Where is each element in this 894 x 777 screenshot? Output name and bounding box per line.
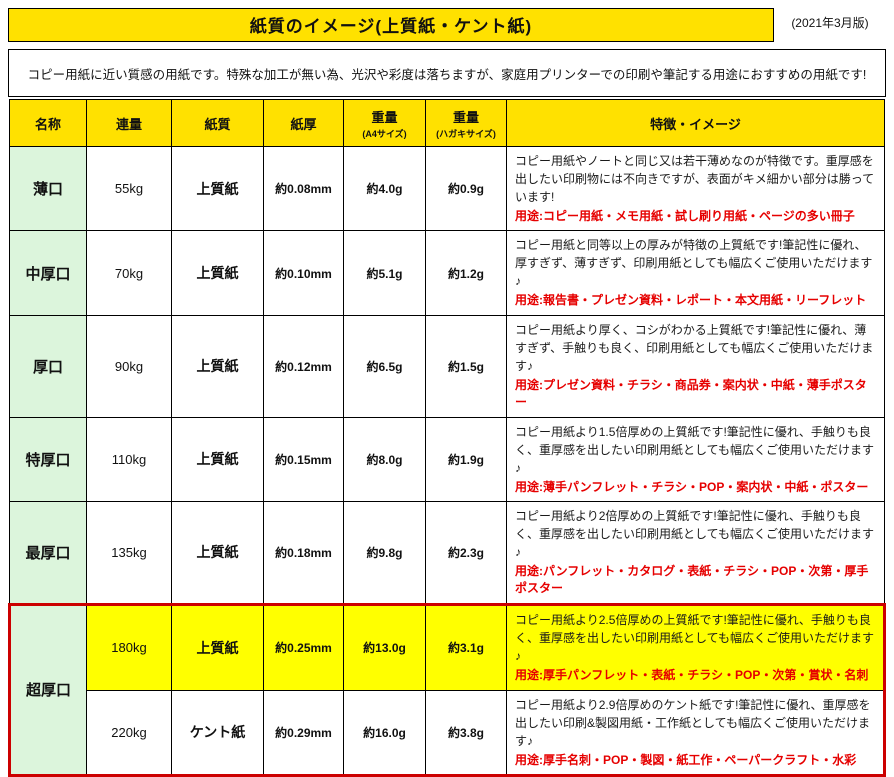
feature-text: コピー用紙と同等以上の厚みが特徴の上質紙です!筆記性に優れ、厚すぎず、薄すぎず、… — [515, 238, 873, 289]
feature-text: コピー用紙より厚く、コシがわかる上質紙です!筆記性に優れ、薄すぎず、手触りも良く… — [515, 322, 874, 373]
top-row: 紙質のイメージ(上質紙・ケント紙) (2021年3月版) — [8, 8, 886, 42]
usage-text: 用途:厚手名刺・POP・製図・紙工作・ペーパークラフト・水彩 — [515, 752, 857, 767]
table-row: 厚口 90kg 上質紙 約0.12mm 約6.5g 約1.5g コピー用紙より厚… — [9, 314, 885, 418]
weight-a4-cell: 約13.0g — [343, 602, 426, 691]
weight-a4-cell: 約8.0g — [343, 416, 426, 502]
quality-cell: 上質紙 — [171, 416, 264, 502]
table-row: 最厚口 135kg 上質紙 約0.18mm 約9.8g 約2.3g コピー用紙よ… — [9, 500, 885, 605]
col-header-ream-weight: 連量 — [86, 99, 172, 147]
ream-weight-cell: 220kg — [86, 689, 172, 777]
feature-text: コピー用紙より2.9倍厚めのケント紙です!筆記性に優れ、重厚感を出したい印刷&製… — [515, 697, 871, 748]
weight-hagaki-cell: 約1.2g — [425, 230, 507, 316]
paper-name-cell: 中厚口 — [9, 230, 87, 316]
weight-a4-cell: 約9.8g — [343, 500, 426, 605]
quality-cell: 上質紙 — [171, 230, 264, 316]
col-header-weight-a4: 重量 (A4サイズ) — [343, 99, 426, 147]
weight-a4-cell: 約5.1g — [343, 230, 426, 316]
page-title: 紙質のイメージ(上質紙・ケント紙) — [249, 17, 533, 36]
thickness-cell: 約0.08mm — [263, 145, 344, 232]
weight-hagaki-sub-label: (ハガキサイズ) — [436, 128, 496, 139]
table-row: 特厚口 110kg 上質紙 約0.15mm 約8.0g 約1.9g コピー用紙よ… — [9, 416, 885, 502]
feature-cell: コピー用紙より2.5倍厚めの上質紙です!筆記性に優れ、手触りも良く、重厚感を出し… — [506, 602, 886, 691]
feature-cell: コピー用紙より2倍厚めの上質紙です!筆記性に優れ、手触りも良く、重厚感を出したい… — [506, 500, 885, 605]
quality-cell: 上質紙 — [171, 314, 264, 418]
weight-hagaki-cell: 約1.5g — [425, 314, 507, 418]
col-header-thickness: 紙厚 — [263, 99, 344, 147]
table-row: 薄口 55kg 上質紙 約0.08mm 約4.0g 約0.9g コピー用紙やノー… — [9, 145, 885, 232]
page: 紙質のイメージ(上質紙・ケント紙) (2021年3月版) コピー用紙に近い質感の… — [8, 8, 886, 777]
quality-cell: 上質紙 — [171, 500, 264, 605]
table-row: 中厚口 70kg 上質紙 約0.10mm 約5.1g 約1.2g コピー用紙と同… — [9, 230, 885, 316]
feature-cell: コピー用紙より1.5倍厚めの上質紙です!筆記性に優れ、手触りも良く、重厚感を出し… — [506, 416, 885, 502]
weight-hagaki-cell: 約1.9g — [425, 416, 507, 502]
thickness-cell: 約0.29mm — [263, 689, 344, 777]
feature-cell: コピー用紙やノートと同じ又は若干薄めなのが特徴です。重厚感を出したい印刷物には不… — [506, 145, 885, 232]
weight-hagaki-cell: 約0.9g — [425, 145, 507, 232]
thickness-cell: 約0.15mm — [263, 416, 344, 502]
weight-hagaki-label: 重量 — [452, 109, 479, 125]
usage-text: 用途:パンフレット・カタログ・表紙・チラシ・POP・次第・厚手ポスター — [515, 563, 869, 596]
paper-name-cell-super-thick: 超厚口 — [8, 602, 87, 777]
table-row: 220kg ケント紙 約0.29mm 約16.0g 約3.8g コピー用紙より2… — [10, 689, 886, 777]
title-bar: 紙質のイメージ(上質紙・ケント紙) — [8, 8, 774, 42]
weight-hagaki-cell: 約3.8g — [425, 689, 507, 777]
quality-cell: 上質紙 — [171, 145, 264, 232]
ream-weight-cell: 90kg — [86, 314, 172, 418]
quality-cell: ケント紙 — [171, 689, 264, 777]
quality-cell: 上質紙 — [171, 602, 264, 691]
paper-name-cell: 最厚口 — [9, 500, 87, 605]
paper-table: 名称 連量 紙質 紙厚 重量 (A4サイズ) 重量 (ハガキサイズ) 特徴・イメ… — [8, 99, 886, 777]
col-header-quality: 紙質 — [171, 99, 264, 147]
usage-text: 用途:報告書・プレゼン資料・レポート・本文用紙・リーフレット — [515, 293, 867, 308]
weight-a4-cell: 約16.0g — [343, 689, 426, 777]
feature-text: コピー用紙より2倍厚めの上質紙です!筆記性に優れ、手触りも良く、重厚感を出したい… — [515, 508, 875, 559]
col-header-weight-hagaki: 重量 (ハガキサイズ) — [425, 99, 507, 147]
thickness-cell: 約0.18mm — [263, 500, 344, 605]
weight-a4-sub-label: (A4サイズ) — [362, 128, 407, 139]
usage-text: 用途:コピー用紙・メモ用紙・試し刷り用紙・ページの多い冊子 — [515, 209, 855, 223]
weight-a4-cell: 約4.0g — [343, 145, 426, 232]
description-text: コピー用紙に近い質感の用紙です。特殊な加工が無い為、光沢や彩度は落ちますが、家庭… — [27, 67, 867, 82]
ream-weight-cell: 135kg — [86, 500, 172, 605]
feature-text: コピー用紙より1.5倍厚めの上質紙です!筆記性に優れ、手触りも良く、重厚感を出し… — [515, 424, 875, 475]
edition-label: (2021年3月版) — [791, 16, 869, 30]
table-header-row: 名称 連量 紙質 紙厚 重量 (A4サイズ) 重量 (ハガキサイズ) 特徴・イメ… — [9, 99, 885, 147]
usage-text: 用途:プレゼン資料・チラシ・商品券・案内状・中紙・薄手ポスター — [515, 377, 867, 410]
weight-a4-cell: 約6.5g — [343, 314, 426, 418]
weight-hagaki-cell: 約2.3g — [425, 500, 507, 605]
col-header-name: 名称 — [9, 99, 87, 147]
ream-weight-cell: 55kg — [86, 145, 172, 232]
table-row-highlighted: 超厚口 180kg 上質紙 約0.25mm 約13.0g 約3.1g コピー用紙… — [8, 602, 886, 777]
feature-text: コピー用紙やノートと同じ又は若干薄めなのが特徴です。重厚感を出したい印刷物には不… — [515, 154, 875, 204]
thickness-cell: 約0.12mm — [263, 314, 344, 418]
thickness-cell: 約0.25mm — [263, 602, 344, 691]
ream-weight-cell: 110kg — [86, 416, 172, 502]
col-header-features: 特徴・イメージ — [506, 99, 885, 147]
paper-name-cell: 薄口 — [9, 145, 87, 232]
weight-hagaki-cell: 約3.1g — [425, 602, 507, 691]
feature-text: コピー用紙より2.5倍厚めの上質紙です!筆記性に優れ、手触りも良く、重厚感を出し… — [515, 613, 875, 664]
paper-name-cell: 厚口 — [9, 314, 87, 418]
thickness-cell: 約0.10mm — [263, 230, 344, 316]
feature-cell: コピー用紙より2.9倍厚めのケント紙です!筆記性に優れ、重厚感を出したい印刷&製… — [506, 689, 886, 777]
paper-name-cell: 特厚口 — [9, 416, 87, 502]
usage-text: 用途:薄手パンフレット・チラシ・POP・案内状・中紙・ポスター — [515, 479, 869, 494]
feature-cell: コピー用紙と同等以上の厚みが特徴の上質紙です!筆記性に優れ、厚すぎず、薄すぎず、… — [506, 230, 885, 316]
usage-text: 用途:厚手パンフレット・表紙・チラシ・POP・次第・賞状・名刺 — [515, 668, 869, 683]
ream-weight-cell: 180kg — [86, 602, 172, 691]
weight-a4-label: 重量 — [371, 109, 398, 125]
ream-weight-cell: 70kg — [86, 230, 172, 316]
description-box: コピー用紙に近い質感の用紙です。特殊な加工が無い為、光沢や彩度は落ちますが、家庭… — [8, 49, 886, 97]
feature-cell: コピー用紙より厚く、コシがわかる上質紙です!筆記性に優れ、薄すぎず、手触りも良く… — [506, 314, 885, 418]
